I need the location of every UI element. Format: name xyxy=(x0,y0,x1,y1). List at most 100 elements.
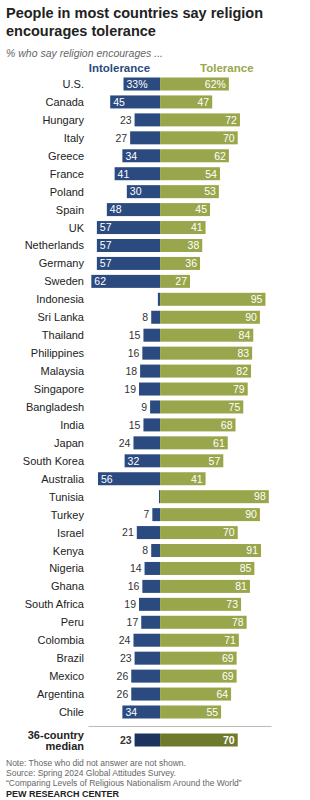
bar xyxy=(131,688,160,701)
category-label: Germany xyxy=(39,257,85,269)
data-label: 30 xyxy=(130,185,142,197)
category-label: India xyxy=(60,419,85,431)
bar xyxy=(97,239,160,252)
axis-line xyxy=(89,726,272,727)
data-label: 15 xyxy=(129,329,141,341)
bar xyxy=(160,562,254,575)
data-label: 7 xyxy=(143,508,149,520)
bar xyxy=(159,490,160,503)
data-label: 19 xyxy=(124,598,136,610)
data-label: 57 xyxy=(100,257,112,269)
text-line: People in most countries say religion xyxy=(6,5,263,21)
data-label: 14 xyxy=(130,562,142,574)
title: People in most countries say religionenc… xyxy=(6,5,263,39)
category-label: South Africa xyxy=(25,598,85,610)
category-label: Mexico xyxy=(49,670,84,682)
category-label: 36-countrymedian xyxy=(28,729,85,752)
bar xyxy=(160,311,260,324)
bar xyxy=(160,634,239,647)
data-label: 54 xyxy=(205,168,217,180)
data-label: 41 xyxy=(191,221,203,233)
data-label: 27 xyxy=(115,132,127,144)
bar xyxy=(160,257,200,270)
bar xyxy=(160,454,223,467)
category-label: Peru xyxy=(61,616,84,628)
bar xyxy=(127,185,160,198)
bar xyxy=(115,167,160,180)
category-label: France xyxy=(50,168,84,180)
data-label: 91 xyxy=(246,544,258,556)
category-label: Spain xyxy=(56,204,84,216)
bar xyxy=(139,383,160,396)
data-label: 83 xyxy=(237,347,249,359)
data-label: 95 xyxy=(251,293,263,305)
bar xyxy=(122,149,160,162)
bar xyxy=(160,293,265,306)
data-label: 41 xyxy=(191,473,203,485)
category-label: Poland xyxy=(50,186,84,198)
bar xyxy=(160,347,252,360)
data-label: 55 xyxy=(206,706,218,718)
bar xyxy=(160,239,202,252)
bar xyxy=(143,329,160,342)
bar xyxy=(158,293,160,306)
data-label: 81 xyxy=(235,580,247,592)
category-label: Nigeria xyxy=(49,562,85,574)
data-label: 53 xyxy=(204,185,216,197)
bar xyxy=(125,454,160,467)
data-label: 18 xyxy=(125,365,137,377)
data-label: 57 xyxy=(100,221,112,233)
bar xyxy=(160,365,251,378)
bar xyxy=(122,706,160,719)
category-label: Sweden xyxy=(44,275,84,287)
bar xyxy=(130,131,160,144)
data-label: 85 xyxy=(240,562,252,574)
legend-entry: Intolerance xyxy=(89,62,150,74)
data-label: 23 xyxy=(120,652,132,664)
bars xyxy=(91,78,268,747)
note: Note: Those who did not answer are not s… xyxy=(6,758,186,768)
bar xyxy=(145,562,161,575)
category-label: Canada xyxy=(45,96,84,108)
data-label: 19 xyxy=(124,383,136,395)
bar xyxy=(160,275,190,288)
category-label: Argentina xyxy=(37,688,85,700)
bar xyxy=(133,436,160,449)
data-label: 23 xyxy=(120,734,132,746)
credit: PEW RESEARCH CENTER xyxy=(6,789,120,799)
category-label: Sri Lanka xyxy=(38,311,85,323)
data-label: 16 xyxy=(128,347,140,359)
bar xyxy=(150,400,160,413)
bar xyxy=(140,365,160,378)
category-label: Ghana xyxy=(51,580,85,592)
data-label: 33% xyxy=(126,78,147,90)
category-label: UK xyxy=(69,222,85,234)
data-labels: 33%4523273441304857575762815161819915243… xyxy=(94,78,266,746)
data-label: 17 xyxy=(127,616,139,628)
bar xyxy=(160,329,253,342)
bar xyxy=(131,670,160,683)
subtitle: % who say religion encourages ... xyxy=(6,47,163,59)
data-label: 36 xyxy=(185,257,197,269)
bar xyxy=(160,149,229,162)
x-axis xyxy=(89,726,272,727)
category-label: Singapore xyxy=(34,383,84,395)
bar xyxy=(142,580,160,593)
data-label: 90 xyxy=(245,508,257,520)
bar xyxy=(151,311,160,324)
bar xyxy=(110,95,160,108)
bar xyxy=(91,275,160,288)
data-label: 57 xyxy=(209,455,221,467)
data-label: 45 xyxy=(113,96,125,108)
bar xyxy=(160,185,219,198)
bar xyxy=(135,734,161,747)
bar xyxy=(139,598,160,611)
data-label: 8 xyxy=(142,544,148,556)
data-label: 98 xyxy=(254,490,266,502)
bar xyxy=(160,418,235,431)
category-label: Italy xyxy=(64,132,85,144)
bar xyxy=(160,472,205,485)
data-label: 64 xyxy=(216,688,228,700)
category-label: Japan xyxy=(54,437,84,449)
bar xyxy=(137,526,160,539)
